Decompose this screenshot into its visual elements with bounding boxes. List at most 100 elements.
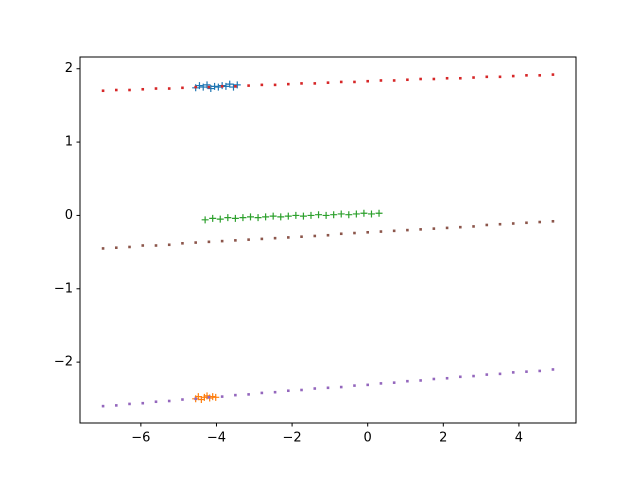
point-marker: [432, 77, 436, 81]
point-marker: [419, 77, 422, 81]
x-tick-label: 2: [439, 431, 447, 446]
y-tick-label: −1: [54, 281, 73, 296]
point-marker: [234, 85, 237, 88]
point-marker: [392, 229, 396, 233]
point-marker: [472, 225, 475, 228]
plus-marker: [269, 212, 277, 220]
plot-frame: [79, 56, 577, 424]
point-marker: [300, 388, 303, 392]
plus-marker: [315, 211, 323, 219]
point-marker: [366, 230, 369, 234]
point-marker: [154, 244, 158, 247]
point-marker: [379, 230, 383, 233]
point-marker: [260, 83, 264, 87]
x-tick-label: −4: [207, 431, 226, 446]
plus-marker: [337, 210, 345, 218]
point-marker: [128, 88, 131, 92]
point-marker: [432, 377, 436, 381]
point-marker: [181, 398, 184, 401]
plus-marker: [239, 214, 247, 222]
point-marker: [366, 79, 369, 83]
point-marker: [313, 82, 317, 85]
point-marker: [141, 244, 145, 247]
point-marker: [485, 223, 489, 227]
point-marker: [300, 82, 303, 85]
point-marker: [154, 400, 158, 404]
point-marker: [326, 386, 330, 390]
point-marker: [141, 87, 145, 91]
plus-marker: [207, 85, 215, 93]
plus-marker: [214, 83, 222, 91]
point-marker: [353, 384, 356, 387]
plus-marker: [224, 214, 232, 222]
point-marker: [525, 74, 528, 77]
x-tick-label: 4: [515, 431, 523, 446]
plus-marker: [231, 214, 239, 222]
point-marker: [194, 85, 197, 89]
plus-marker: [262, 213, 270, 221]
point-marker: [220, 85, 224, 88]
plus-marker: [277, 213, 285, 221]
point-marker: [114, 246, 118, 250]
point-marker: [538, 74, 542, 77]
point-marker: [247, 393, 250, 396]
point-marker: [525, 221, 528, 225]
point-marker: [128, 402, 131, 406]
point-marker: [194, 241, 197, 244]
point-marker: [220, 395, 224, 398]
point-marker: [498, 222, 502, 226]
point-marker: [181, 242, 184, 245]
point-marker: [114, 88, 118, 92]
plus-marker: [212, 393, 220, 401]
point-marker: [551, 368, 555, 371]
point-marker: [419, 228, 422, 231]
point-marker: [128, 245, 131, 249]
point-marker: [154, 87, 158, 90]
plus-marker: [284, 212, 292, 220]
y-tick-label: 0: [65, 208, 73, 223]
point-marker: [379, 382, 383, 385]
point-marker: [459, 375, 462, 379]
point-marker: [339, 385, 343, 389]
point-marker: [167, 243, 171, 247]
point-marker: [445, 76, 449, 80]
point-marker: [353, 80, 356, 84]
point-marker: [551, 219, 555, 223]
plus-marker: [292, 211, 300, 219]
plus-marker: [203, 81, 211, 89]
point-marker: [273, 236, 277, 240]
point-marker: [432, 227, 436, 230]
plus-marker: [199, 83, 207, 91]
point-marker: [181, 86, 184, 90]
point-marker: [406, 228, 409, 232]
point-marker: [326, 233, 330, 237]
point-marker: [260, 237, 264, 241]
point-marker: [485, 373, 489, 376]
y-tick-label: 2: [65, 61, 73, 76]
plus-marker: [299, 212, 307, 220]
point-marker: [392, 79, 396, 82]
x-tick-label: 0: [364, 431, 372, 446]
point-marker: [287, 236, 290, 239]
point-marker: [273, 83, 277, 87]
point-marker: [247, 238, 250, 241]
point-marker: [207, 85, 211, 89]
point-marker: [445, 376, 449, 380]
point-marker: [167, 87, 171, 90]
point-marker: [459, 76, 462, 80]
point-marker: [234, 239, 237, 242]
point-marker: [114, 404, 118, 407]
point-marker: [392, 381, 396, 384]
point-marker: [551, 73, 555, 76]
point-marker: [379, 79, 383, 82]
plus-marker: [209, 393, 217, 401]
point-marker: [538, 369, 542, 373]
point-marker: [366, 383, 369, 387]
plus-marker: [254, 214, 262, 222]
plus-marker: [195, 82, 203, 90]
plus-marker: [322, 211, 330, 219]
plus-marker: [226, 80, 234, 88]
point-marker: [498, 75, 502, 79]
plus-marker: [209, 214, 217, 222]
